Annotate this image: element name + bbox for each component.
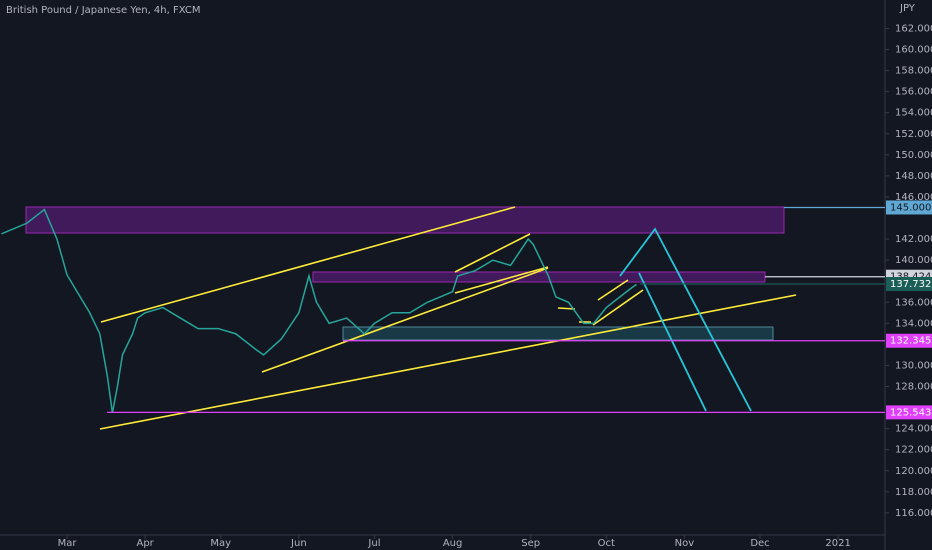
y-tick-label: 130.000: [895, 360, 932, 371]
y-tick-label: 116.000: [895, 508, 932, 519]
x-tick-label: Mar: [58, 538, 78, 549]
currency-label: JPY: [899, 3, 916, 14]
y-tick-label: 122.000: [895, 445, 932, 456]
trendline: [592, 289, 644, 326]
zone: [25, 206, 785, 234]
y-tick-label: 140.000: [895, 255, 932, 266]
zones: [25, 206, 785, 341]
price-label-box: [886, 333, 932, 348]
projection: [619, 227, 752, 412]
trendline: [261, 267, 549, 373]
y-tick-label: 134.000: [895, 318, 932, 329]
y-tick-label: 136.000: [895, 297, 932, 308]
trendline: [100, 206, 516, 323]
zone: [342, 326, 774, 341]
y-tick-label: 160.000: [895, 44, 932, 55]
y-tick-label: 156.000: [895, 87, 932, 98]
x-tick-label: Jul: [367, 538, 380, 549]
price-line: [1, 208, 637, 413]
x-tick-label: May: [210, 538, 231, 549]
trendline: [454, 266, 549, 294]
price-label: 137.732: [890, 279, 931, 290]
price-label: 132.345: [890, 336, 931, 347]
y-tick-label: 146.000: [895, 192, 932, 203]
trendline: [557, 307, 576, 310]
y-tick-label: 142.000: [895, 234, 932, 245]
price-label-box: [886, 405, 932, 420]
trendline: [454, 233, 531, 273]
trendline: [99, 294, 797, 430]
x-tick-label: Sep: [521, 538, 540, 549]
y-tick-label: 158.000: [895, 66, 932, 77]
x-tick-label: Jun: [290, 538, 307, 549]
zone: [312, 271, 766, 283]
x-tick-label: Oct: [598, 538, 615, 549]
y-tick-label: 118.000: [895, 487, 932, 498]
x-tick-label: Aug: [443, 538, 463, 549]
y-tick-label: 148.000: [895, 171, 932, 182]
price-label: 125.543: [890, 407, 931, 418]
y-tick-label: 120.000: [895, 466, 932, 477]
x-tick-label: 2021: [825, 538, 850, 549]
trendlines: [99, 206, 797, 430]
y-tick-label: 124.000: [895, 424, 932, 435]
y-tick-label: 154.000: [895, 108, 932, 119]
chart-title: British Pound / Japanese Yen, 4h, FXCM: [6, 5, 200, 16]
trendline: [597, 279, 629, 301]
x-tick-label: Apr: [136, 538, 154, 549]
price-label: 145.000: [890, 202, 931, 213]
y-tick-label: 162.000: [895, 23, 932, 34]
y-tick-label: 128.000: [895, 382, 932, 393]
x-tick-label: Dec: [750, 538, 769, 549]
x-tick-label: Nov: [675, 538, 695, 549]
projection-path: [619, 227, 752, 412]
price-label-box: [886, 200, 932, 215]
projection-path: [638, 272, 707, 412]
y-tick-label: 152.000: [895, 129, 932, 140]
y-tick-label: 150.000: [895, 150, 932, 161]
price-label-box: [886, 277, 932, 292]
